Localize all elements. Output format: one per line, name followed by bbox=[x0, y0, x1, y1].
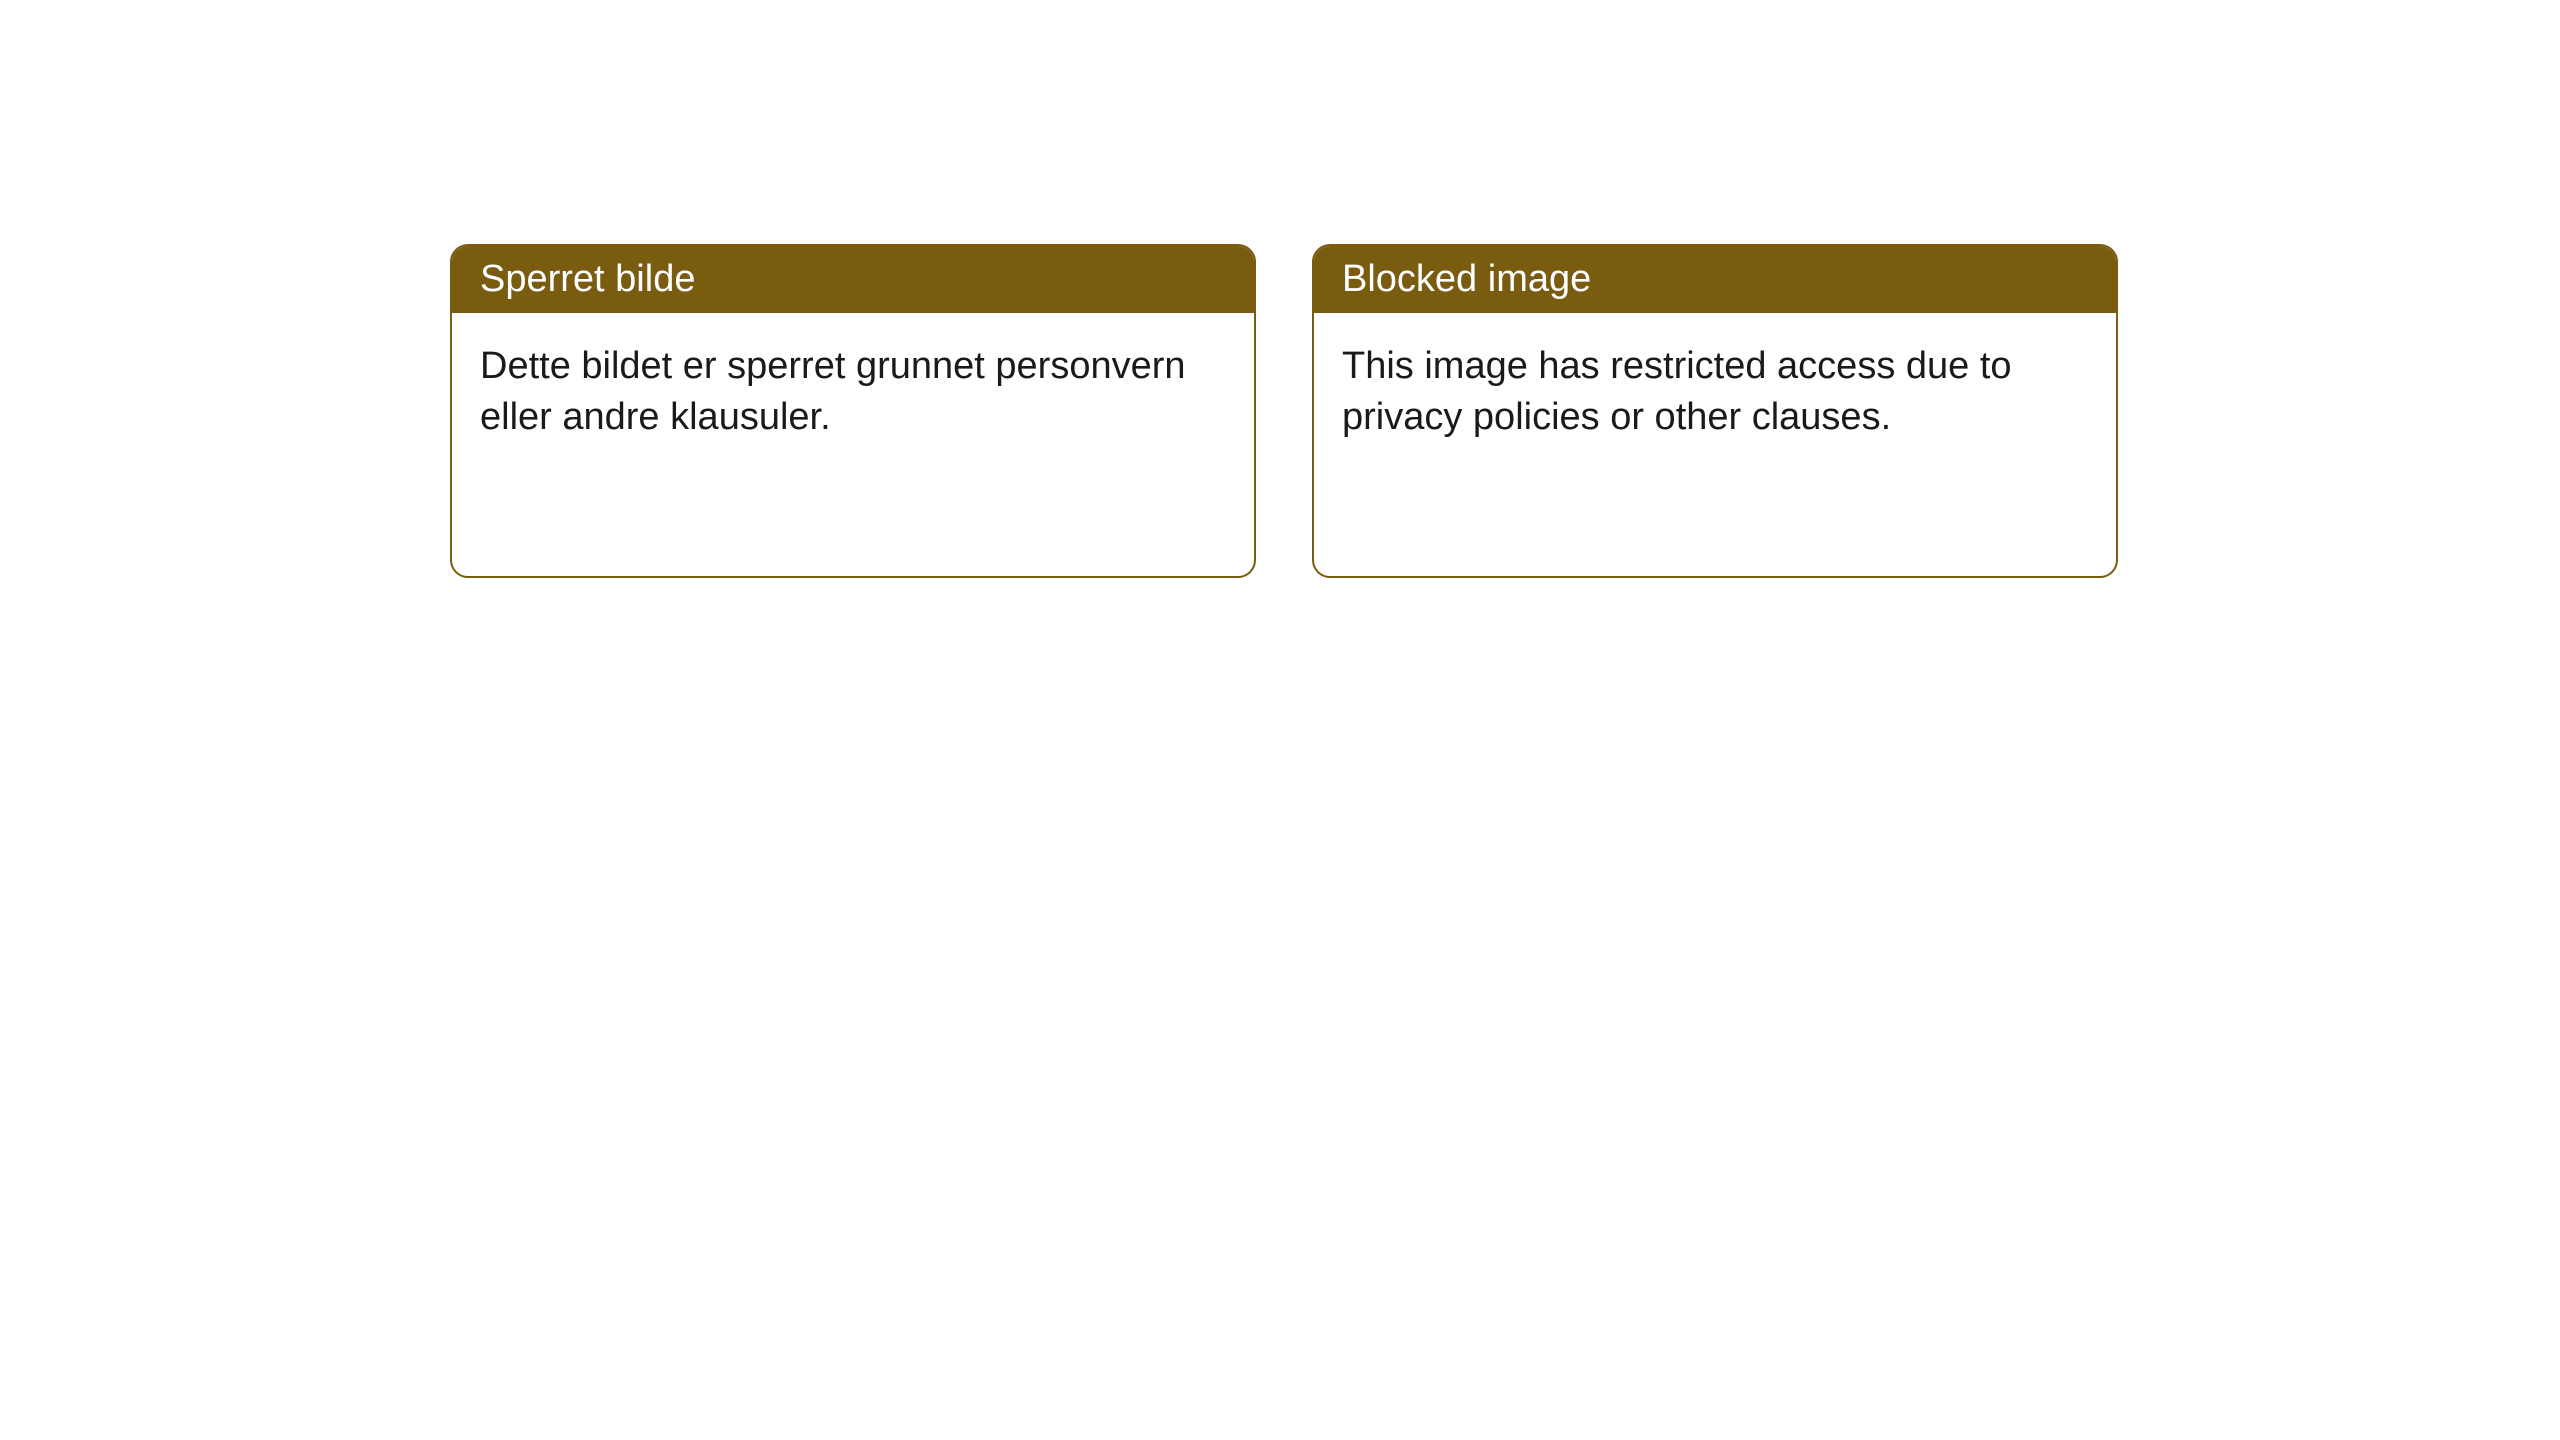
notice-title: Sperret bilde bbox=[452, 246, 1254, 313]
notice-body: Dette bildet er sperret grunnet personve… bbox=[452, 313, 1254, 472]
notice-box-english: Blocked image This image has restricted … bbox=[1312, 244, 2118, 578]
notice-title: Blocked image bbox=[1314, 246, 2116, 313]
notice-container: Sperret bilde Dette bildet er sperret gr… bbox=[0, 0, 2560, 578]
notice-box-norwegian: Sperret bilde Dette bildet er sperret gr… bbox=[450, 244, 1256, 578]
notice-body: This image has restricted access due to … bbox=[1314, 313, 2116, 472]
